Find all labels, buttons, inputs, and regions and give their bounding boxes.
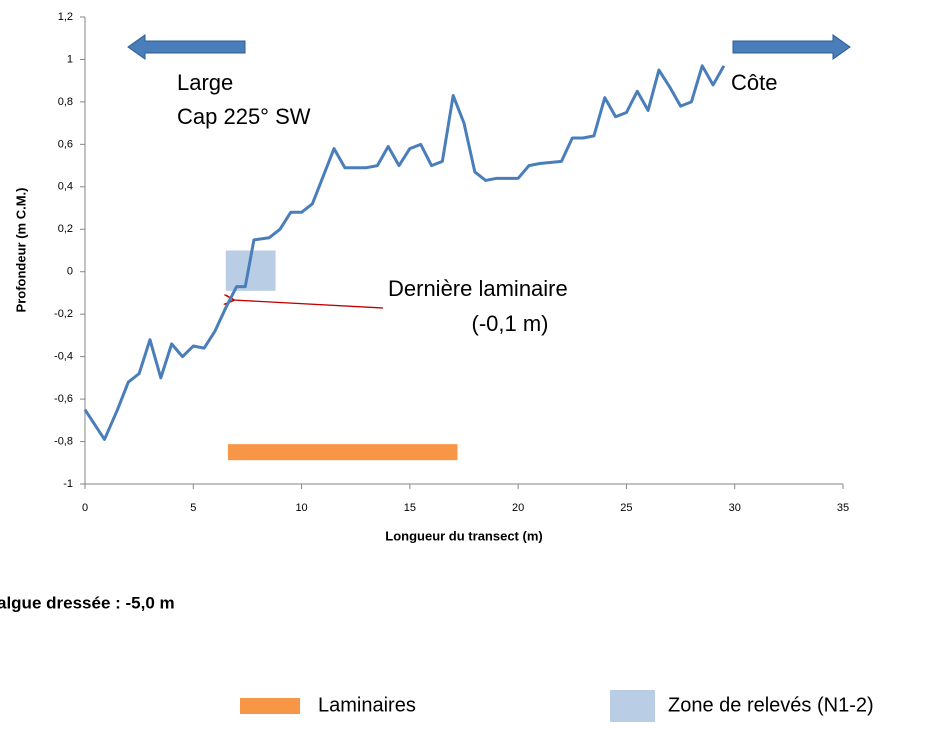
x-tick-label: 35: [837, 502, 849, 514]
x-tick-label: 10: [295, 502, 307, 514]
x-tick-label: 25: [620, 502, 632, 514]
y-tick-label: -1: [63, 478, 73, 490]
legend-swatch: [240, 698, 300, 714]
y-tick-label: 0: [67, 266, 73, 278]
x-axis-title: Longueur du transect (m): [385, 528, 542, 543]
y-axis-title: Profondeur (m C.M.): [13, 188, 28, 313]
annotation: Cap 225° SW: [177, 104, 311, 129]
x-tick-label: 30: [729, 502, 741, 514]
annotation-arrow: [233, 300, 384, 309]
y-tick-label: 0,4: [58, 181, 73, 193]
note: algue dressée : -5,0 m: [0, 593, 175, 612]
arrow-left: [127, 34, 246, 60]
laminaires-bar: [227, 444, 458, 461]
x-tick-label: 20: [512, 502, 524, 514]
y-tick-label: 1,2: [58, 11, 73, 23]
y-tick-label: 1: [67, 53, 73, 65]
x-tick-label: 15: [404, 502, 416, 514]
y-tick-label: -0,8: [54, 435, 73, 447]
annotation: Large: [177, 70, 233, 95]
y-tick-label: -0,2: [54, 308, 73, 320]
arrow-right: [732, 34, 851, 60]
x-tick-label: 0: [82, 502, 88, 514]
y-tick-label: 0,6: [58, 138, 73, 150]
legend-label: Zone de relevés (N1-2): [668, 694, 874, 716]
y-tick-label: 0,8: [58, 96, 73, 108]
y-tick-label: 0,2: [58, 223, 73, 235]
legend-swatch: [610, 690, 655, 722]
y-tick-label: -0,4: [54, 351, 73, 363]
annotation: Dernière laminaire: [388, 276, 568, 301]
x-tick-label: 5: [190, 502, 196, 514]
line-series: [83, 64, 726, 441]
annotation: (-0,1 m): [472, 311, 549, 336]
legend-label: Laminaires: [318, 694, 416, 716]
annotation: Côte: [731, 70, 777, 95]
y-tick-label: -0,6: [54, 393, 73, 405]
